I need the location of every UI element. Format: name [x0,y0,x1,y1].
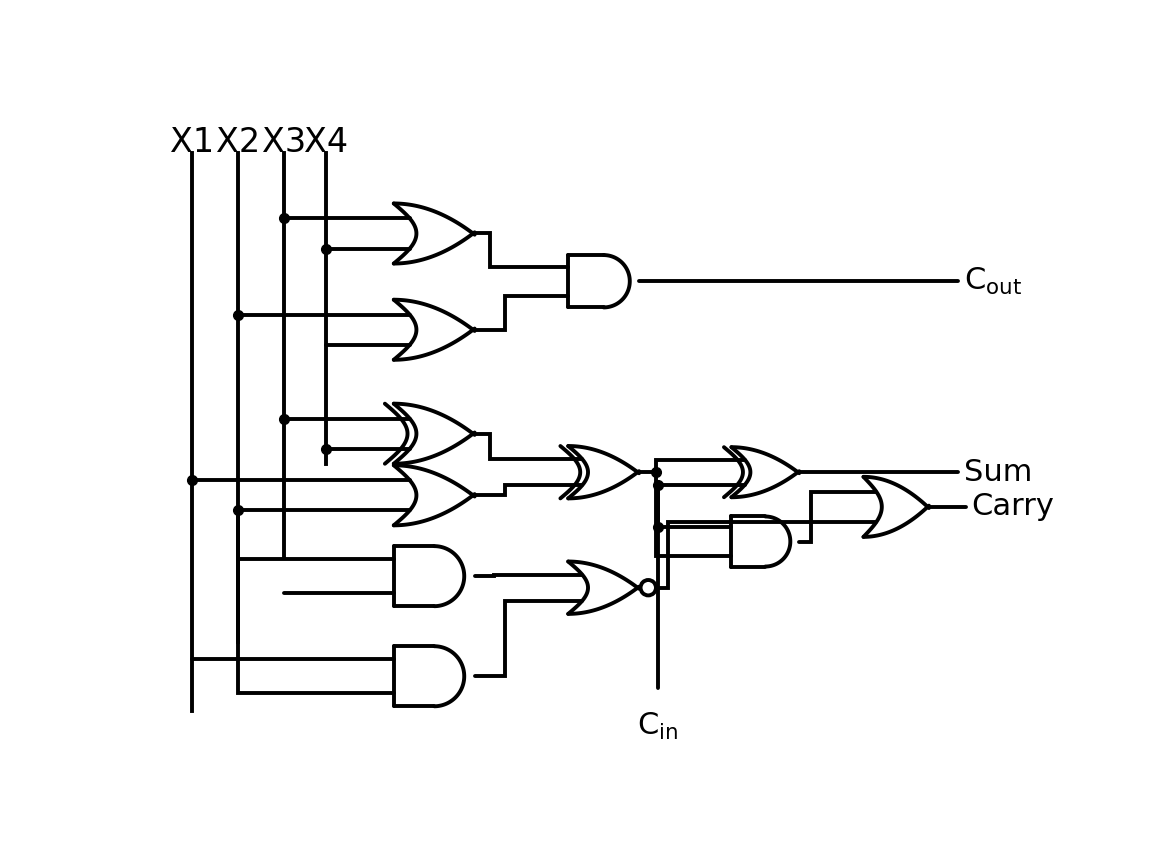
Text: X2: X2 [215,126,260,159]
Text: X1: X1 [170,126,214,159]
Text: Carry: Carry [972,492,1055,522]
Text: C$_\mathregular{out}$: C$_\mathregular{out}$ [964,266,1022,297]
Text: C$_\mathregular{in}$: C$_\mathregular{in}$ [637,711,678,742]
Text: Sum: Sum [964,457,1033,486]
Text: X4: X4 [304,126,349,159]
Text: X3: X3 [262,126,306,159]
